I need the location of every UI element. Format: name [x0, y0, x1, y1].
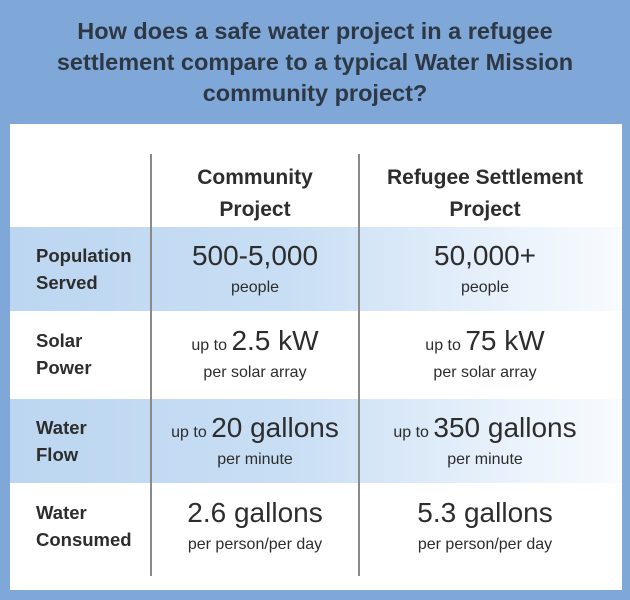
column-header-refugee: Refugee Settlement Project: [360, 162, 610, 226]
value-prefix: up to: [425, 337, 466, 354]
value-prefix: up to: [171, 424, 212, 441]
infographic-title: How does a safe water project in a refug…: [37, 16, 593, 109]
column-header-community: Community Project: [152, 162, 358, 226]
value-unit: per solar array: [433, 364, 537, 381]
row-label-consumed: Water Consumed: [36, 484, 132, 568]
row-label-line: Water: [36, 417, 87, 438]
value-unit: per minute: [447, 451, 523, 468]
table-row-population: Population Served 500-5,000 people 50,000…: [10, 227, 622, 311]
refugee-flow-cell: up to 350 gallons per minute: [360, 399, 610, 483]
column-divider-left: [150, 154, 152, 576]
row-label-line: Served: [36, 272, 98, 293]
value-main: 75 kW: [465, 325, 545, 356]
row-label-line: Water: [36, 502, 87, 523]
value-prefix: up to: [191, 337, 232, 354]
row-label-solar: Solar Power: [36, 312, 92, 396]
column-header-line: Community: [197, 166, 313, 189]
value-unit: people: [230, 279, 280, 296]
value-main: 350 gallons: [433, 412, 577, 443]
value-main: 20 gallons: [211, 412, 339, 443]
community-consumed-cell: 2.6 gallons per person/per day: [152, 484, 358, 568]
header-banner: How does a safe water project in a refug…: [0, 0, 630, 124]
community-flow-cell: up to 20 gallons per minute: [152, 399, 358, 483]
title-line-3: community project?: [202, 79, 428, 106]
row-label-line: Power: [36, 357, 92, 378]
refugee-solar-cell: up to 75 kW per solar array: [360, 312, 610, 396]
value-main: 2.5 kW: [231, 325, 319, 356]
row-label-line: Population: [36, 245, 132, 266]
title-line-1: How does a safe water project in a refug…: [77, 17, 553, 44]
community-solar-cell: up to 2.5 kW per solar array: [152, 312, 358, 396]
column-header-line: Project: [219, 198, 291, 221]
row-label-population: Population Served: [36, 227, 132, 311]
value-unit: per person/per day: [187, 536, 323, 553]
value-unit: per minute: [217, 451, 293, 468]
table-row-flow: Water Flow up to 20 gallons per minute up…: [10, 399, 622, 483]
table-row-consumed: Water Consumed 2.6 gallons per person/per…: [10, 484, 622, 568]
value-main: 2.6 gallons: [187, 497, 323, 528]
value-unit: people: [460, 279, 510, 296]
value-main: 5.3 gallons: [417, 497, 553, 528]
value-main: 500-5,000: [191, 240, 319, 271]
value-unit: per solar array: [203, 364, 307, 381]
table-row-solar: Solar Power up to 2.5 kW per solar array …: [10, 312, 622, 396]
value-main: 50,000+: [434, 240, 536, 271]
row-label-line: Consumed: [36, 529, 132, 550]
column-header-line: Project: [449, 198, 521, 221]
row-label-flow: Water Flow: [36, 399, 87, 483]
column-header-line: Refugee Settlement: [386, 166, 584, 189]
column-divider-right: [358, 154, 360, 576]
value-prefix: up to: [393, 424, 434, 441]
community-population-cell: 500-5,000 people: [152, 227, 358, 311]
comparison-table: Population Served 500-5,000 people 50,000…: [10, 124, 622, 590]
value-unit: per person/per day: [417, 536, 553, 553]
row-label-line: Flow: [36, 444, 79, 465]
row-label-line: Solar: [36, 330, 83, 351]
title-line-2: settlement compare to a typical Water Mi…: [56, 48, 574, 75]
refugee-population-cell: 50,000+ people: [360, 227, 610, 311]
refugee-consumed-cell: 5.3 gallons per person/per day: [360, 484, 610, 568]
